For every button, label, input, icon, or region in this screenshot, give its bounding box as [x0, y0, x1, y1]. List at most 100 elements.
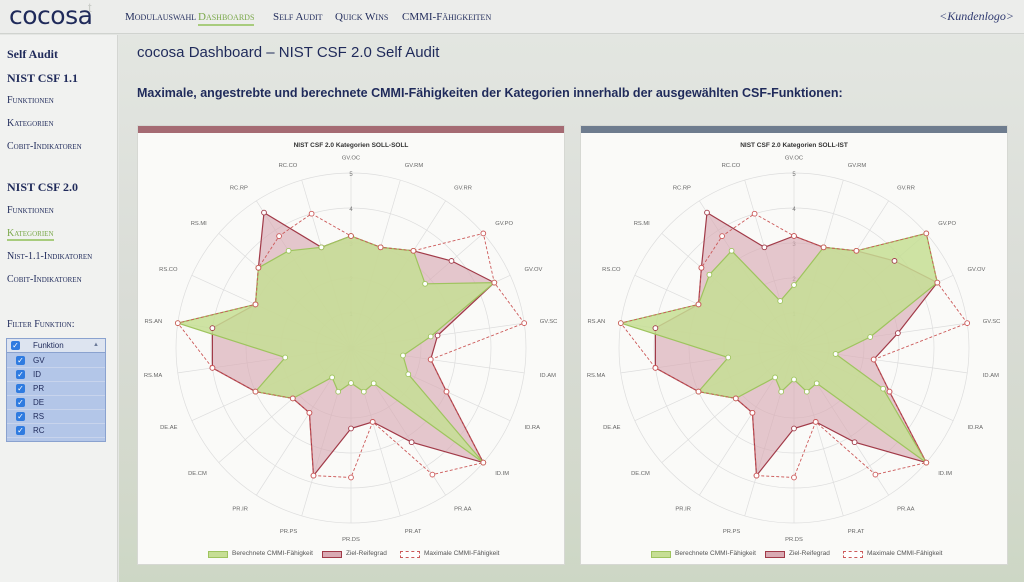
series-target-point: [209, 325, 216, 331]
axis-label: RS.MA: [587, 373, 605, 379]
checkbox-gv[interactable]: ✓: [16, 356, 25, 365]
axis-label: RC.RP: [230, 186, 248, 192]
series-calculated-point: [725, 354, 732, 361]
axis-label: PR.AT: [848, 529, 865, 535]
filter-label-rs: RS: [33, 412, 45, 421]
series-maximum-point: [732, 395, 739, 402]
series-maximum-point: [377, 244, 384, 251]
series-calculated-point: [832, 351, 839, 357]
axis-label: PR.PS: [723, 529, 741, 535]
series-maximum-point: [791, 474, 797, 481]
legend-label-target: Ziel-Reifegrad: [346, 550, 387, 557]
legend-label-calculated: Berechnete CMMI-Fähigkeit: [232, 550, 313, 557]
top-navigation-bar: cocosa t Modulauswahl Dashboards Self Au…: [0, 0, 1024, 34]
sidebar-item-kategorien-2-0[interactable]: Kategorien: [7, 228, 54, 241]
customer-logo-placeholder: <Kundenlogo>: [939, 9, 1014, 23]
sidebar-item-self-audit[interactable]: Self Audit: [7, 47, 59, 61]
series-calculated-point: [370, 380, 377, 387]
sidebar-item-funktionen-2-0[interactable]: Funktionen: [7, 205, 54, 216]
series-maximum-point: [289, 395, 296, 402]
legend-label-maximum: Maximale CMMI-Fähigkeit: [424, 550, 500, 557]
series-maximum-point: [617, 320, 624, 326]
series-calculated-point: [880, 385, 886, 392]
select-all-checkbox[interactable]: ✓: [11, 341, 20, 350]
filter-function-label: Filter Funktion:: [7, 319, 75, 330]
series-maximum-point: [698, 264, 705, 271]
filter-label-rc: RC: [33, 426, 45, 435]
checkbox-id[interactable]: ✓: [16, 370, 25, 379]
checkbox-rs[interactable]: ✓: [16, 412, 25, 421]
chart-title: NIST CSF 2.0 Kategorien SOLL-SOLL: [293, 142, 409, 149]
nav-self-audit[interactable]: Self Audit: [273, 11, 323, 23]
series-target-point: [652, 325, 659, 331]
series-maximum-point: [348, 233, 354, 239]
nav-dashboards[interactable]: Dashboards: [198, 11, 255, 26]
filter-row-gv[interactable]: ✓ GV: [7, 354, 105, 368]
chart-legend: Berechnete CMMI-Fähigkeit Ziel-Reifegrad…: [581, 550, 1007, 560]
filter-column-header[interactable]: Funktion: [33, 341, 64, 350]
legend-swatch-calculated: [651, 551, 671, 558]
filter-row-rs[interactable]: ✓ RS: [7, 410, 105, 424]
legend-swatch-maximum: [400, 551, 420, 558]
series-calculated-point: [791, 282, 797, 288]
filter-label-id: ID: [33, 370, 41, 379]
axis-label: GV.SC: [540, 319, 558, 325]
series-target-point: [434, 332, 441, 339]
filter-row-de[interactable]: ✓ DE: [7, 396, 105, 410]
legend-swatch-target: [322, 551, 342, 558]
checkbox-rc[interactable]: ✓: [16, 426, 25, 435]
axis-label: RS.MI: [191, 221, 207, 227]
sort-arrow-icon[interactable]: ▲: [93, 342, 99, 348]
filter-row-rc[interactable]: ✓ RC: [7, 424, 105, 438]
series-maximum-point: [209, 365, 216, 371]
sidebar-item-kategorien-1-1[interactable]: Kategorien: [7, 118, 54, 129]
series-calculated-point: [335, 388, 342, 395]
checkbox-pr[interactable]: ✓: [16, 384, 25, 393]
sidebar-item-nist-1-1-indikatoren[interactable]: Nist-1.1-Indikatoren: [7, 251, 93, 262]
series-calculated-point: [400, 352, 406, 359]
checkbox-de[interactable]: ✓: [16, 398, 25, 407]
series-maximum-point: [348, 474, 354, 481]
series-maximum-point: [521, 320, 528, 326]
series-calculated-point: [360, 388, 367, 395]
series-maximum-point: [695, 301, 702, 308]
axis-label: PR.DS: [342, 537, 360, 543]
series-calculated-point: [728, 247, 735, 254]
series-calculated-point: [706, 271, 713, 278]
legend-swatch-calculated: [208, 551, 228, 558]
axis-label: ID.AM: [540, 373, 556, 379]
series-maximum-point: [872, 471, 879, 478]
sidebar-item-cobit-indikatoren-2-0[interactable]: Cobit-Indikatoren: [7, 274, 82, 285]
filter-function-table: ✓ Funktion ▲ ✓ GV ✓ ID ✓ PR ✓ DE ✓ RS ✓ RC: [6, 338, 106, 442]
nav-modulauswahl[interactable]: Modulauswahl: [125, 11, 197, 23]
sidebar-item-cobit-indikatoren-1-1[interactable]: Cobit-Indikatoren: [7, 141, 82, 152]
panel-header-bar: [138, 126, 564, 133]
filter-row-pr[interactable]: ✓ PR: [7, 382, 105, 396]
sidebar: Self Audit NIST CSF 1.1 Funktionen Kateg…: [0, 35, 118, 582]
tick-label: 4: [349, 207, 353, 213]
sidebar-item-nist-csf-2-0[interactable]: NIST CSF 2.0: [7, 180, 79, 194]
series-maximum-point: [480, 230, 487, 237]
series-calculated-point: [791, 376, 797, 383]
axis-label: PR.DS: [785, 537, 803, 543]
cocosa-logo[interactable]: cocosa: [9, 1, 93, 30]
series-calculated-point: [867, 334, 874, 340]
axis-label: RS.MI: [634, 221, 650, 227]
series-maximum-point: [812, 419, 819, 425]
axis-label: GV.PO: [495, 221, 513, 227]
sidebar-item-funktionen-1-1[interactable]: Funktionen: [7, 95, 54, 106]
panel-header-bar: [581, 126, 1007, 133]
nav-quick-wins[interactable]: Quick Wins: [335, 11, 389, 23]
nav-cmmi-faehigkeiten[interactable]: CMMI-Fähigkeiten: [402, 11, 492, 23]
series-maximum-point: [749, 409, 756, 416]
series-maximum-point: [719, 233, 725, 239]
axis-label: ID.RA: [968, 425, 984, 431]
legend-swatch-maximum: [843, 551, 863, 558]
axis-label: RC.CO: [279, 163, 298, 169]
tick-label: 4: [792, 207, 796, 213]
sidebar-item-nist-csf-1-1[interactable]: NIST CSF 1.1: [7, 71, 79, 85]
axis-label: GV.OV: [968, 267, 986, 273]
series-maximum-point: [853, 247, 860, 254]
filter-row-id[interactable]: ✓ ID: [7, 368, 105, 382]
axis-label: RS.CO: [602, 267, 621, 273]
